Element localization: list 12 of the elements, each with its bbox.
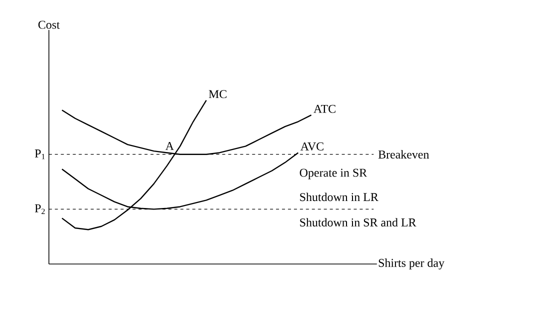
- ref-line-label: P$_{1}$: [34, 150, 45, 160]
- ref-line-label: P$_{2}$: [34, 204, 45, 214]
- text: Breakeven: [378, 150, 430, 159]
- series-label: AVC: [300, 142, 324, 151]
- annotation: Shutdown in LR: [300, 192, 378, 202]
- text: Shirts per day: [378, 258, 444, 270]
- annotation: Operate in SR: [300, 168, 368, 180]
- series-label: ATC: [314, 104, 336, 113]
- annotation: Shutdown in SR and LR: [300, 218, 416, 226]
- annotation: A: [165, 142, 174, 150]
- series-label: MC: [208, 90, 226, 98]
- text: Cost: [38, 20, 60, 29]
